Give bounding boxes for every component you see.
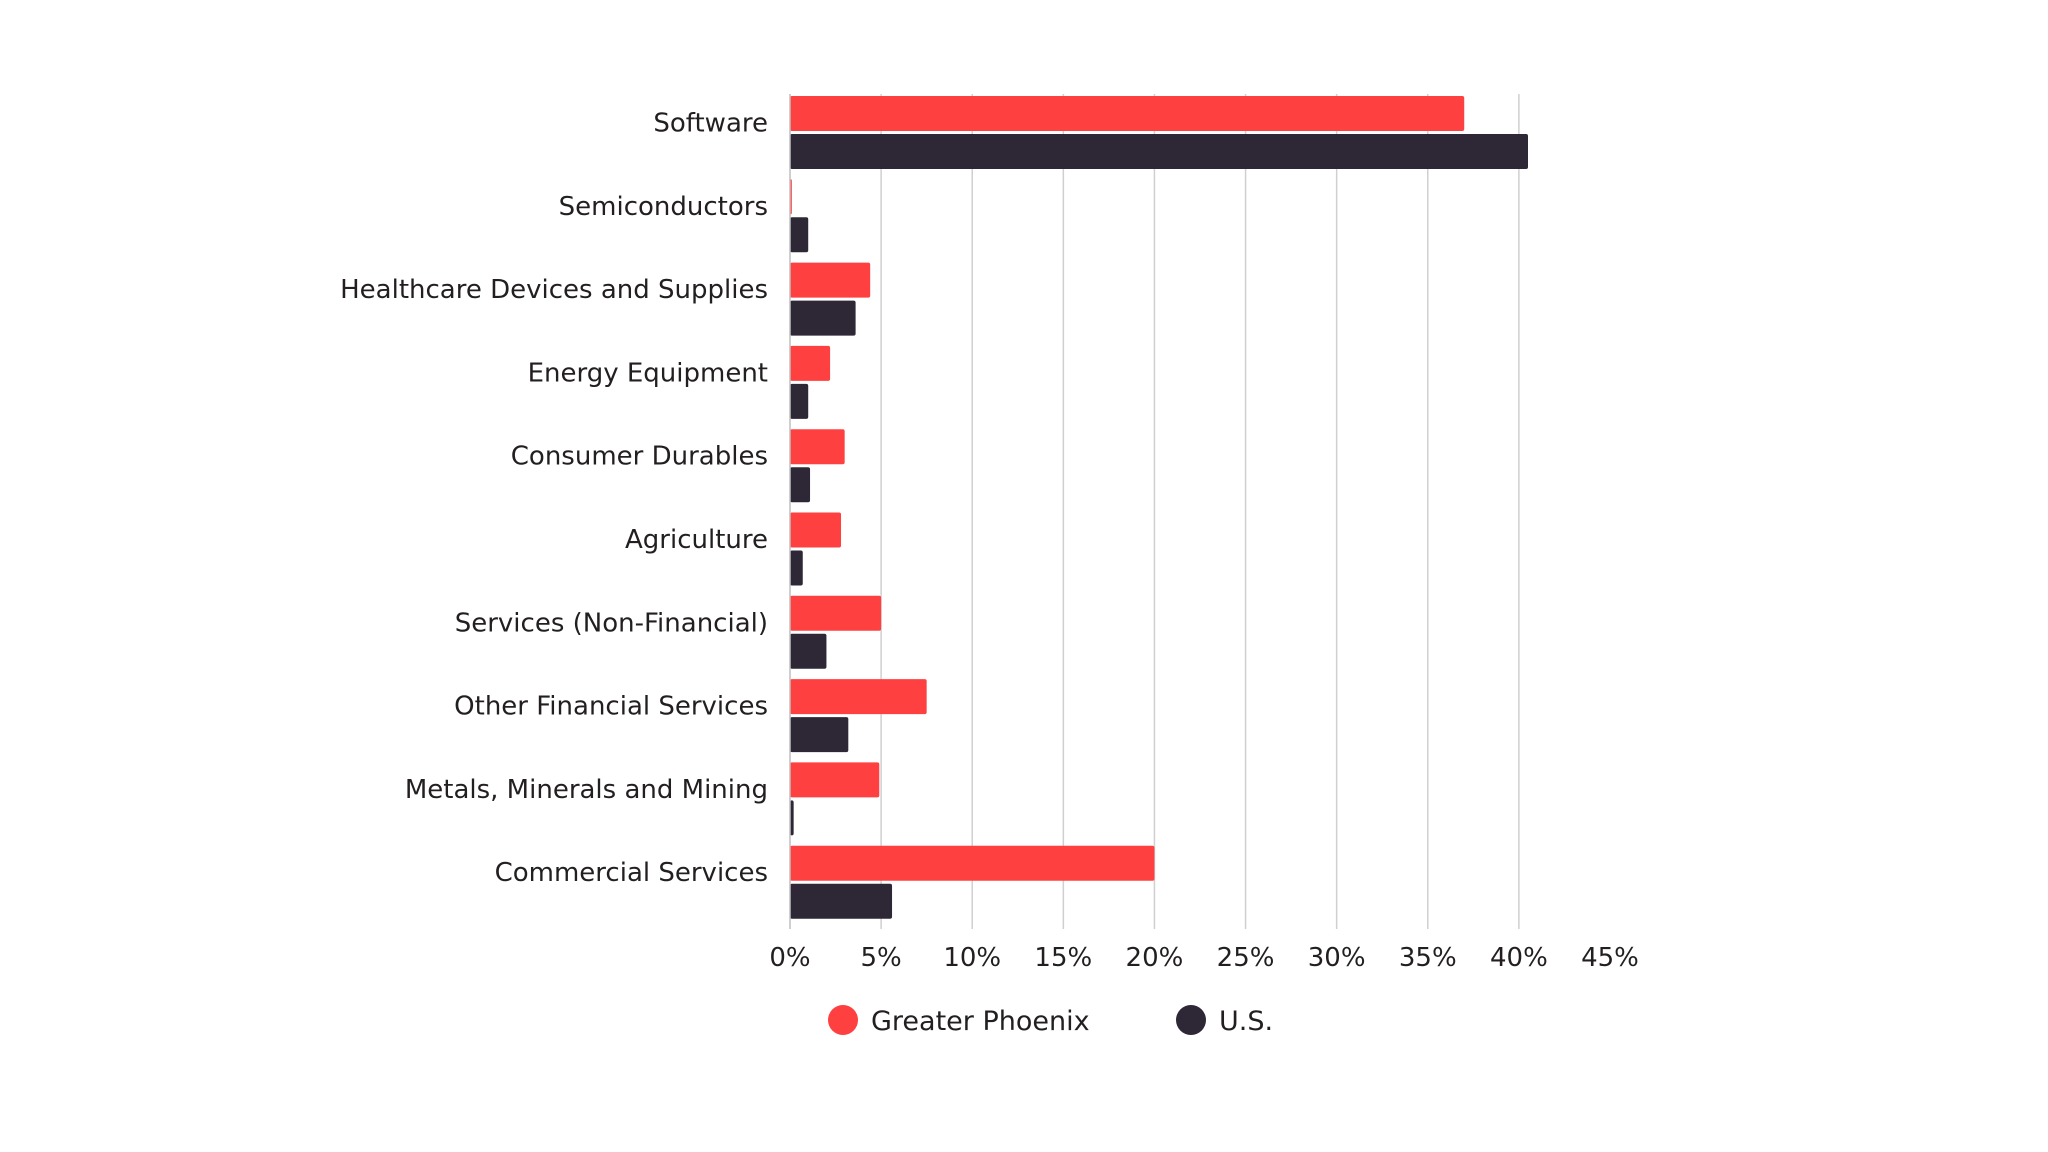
category-label-1: Semiconductors [559, 192, 768, 222]
legend-item-us: U.S. [1176, 1005, 1273, 1037]
bar-greater-phoenix-9 [790, 845, 1155, 881]
bar-greater-phoenix-2 [790, 262, 871, 298]
bar-us-9 [790, 883, 893, 919]
gridlines [880, 94, 1520, 929]
bar-greater-phoenix-8 [790, 762, 880, 798]
category-labels: Software Semiconductors Healthcare Devices… [340, 109, 768, 889]
x-tick-label-40: 40% [1490, 943, 1548, 973]
x-tick-label-5: 5% [860, 943, 901, 973]
x-tick-label-20: 20% [1126, 943, 1184, 973]
legend-swatch-greater-phoenix [828, 1005, 858, 1035]
legend-swatch-us [1176, 1005, 1206, 1035]
category-label-6: Services (Non-Financial) [455, 608, 768, 638]
x-tick-label-10: 10% [943, 943, 1001, 973]
bar-greater-phoenix-7 [790, 679, 927, 715]
bar-greater-phoenix-5 [790, 512, 842, 548]
x-tick-label-45: 45% [1581, 943, 1639, 973]
x-tick-label-25: 25% [1217, 943, 1275, 973]
bar-us-5 [790, 550, 803, 586]
bar-us-6 [790, 633, 827, 669]
bar-us-2 [790, 300, 856, 336]
legend-label-us: U.S. [1219, 1006, 1273, 1037]
bar-us-3 [790, 383, 809, 419]
bar-greater-phoenix-4 [790, 429, 845, 465]
x-tick-label-35: 35% [1399, 943, 1457, 973]
bar-greater-phoenix-6 [790, 595, 882, 631]
legend: Greater Phoenix U.S. [828, 1005, 1273, 1037]
category-label-4: Consumer Durables [511, 442, 768, 472]
x-tick-label-0: 0% [769, 943, 810, 973]
category-label-0: Software [653, 109, 768, 139]
bar-greater-phoenix-0 [790, 96, 1465, 131]
category-label-7: Other Financial Services [454, 692, 768, 722]
bar-us-1 [790, 217, 809, 253]
legend-label-greater-phoenix: Greater Phoenix [871, 1006, 1090, 1037]
x-tick-label-30: 30% [1308, 943, 1366, 973]
category-label-8: Metals, Minerals and Mining [405, 775, 768, 805]
bars [790, 96, 1528, 919]
bar-greater-phoenix-3 [790, 345, 831, 381]
category-label-9: Commercial Services [495, 858, 768, 888]
legend-item-greater-phoenix: Greater Phoenix [828, 1005, 1090, 1037]
bar-us-8 [790, 800, 794, 836]
x-tick-labels: 0% 5% 10% 15% 20% 25% 30% 35% 40% 45% [769, 943, 1639, 973]
bar-us-7 [790, 717, 849, 753]
bar-us-4 [790, 467, 811, 503]
category-label-5: Agriculture [625, 525, 768, 555]
x-tick-label-15: 15% [1034, 943, 1092, 973]
category-label-2: Healthcare Devices and Supplies [340, 275, 768, 305]
bar-us-0 [790, 134, 1528, 169]
category-label-3: Energy Equipment [528, 358, 768, 388]
